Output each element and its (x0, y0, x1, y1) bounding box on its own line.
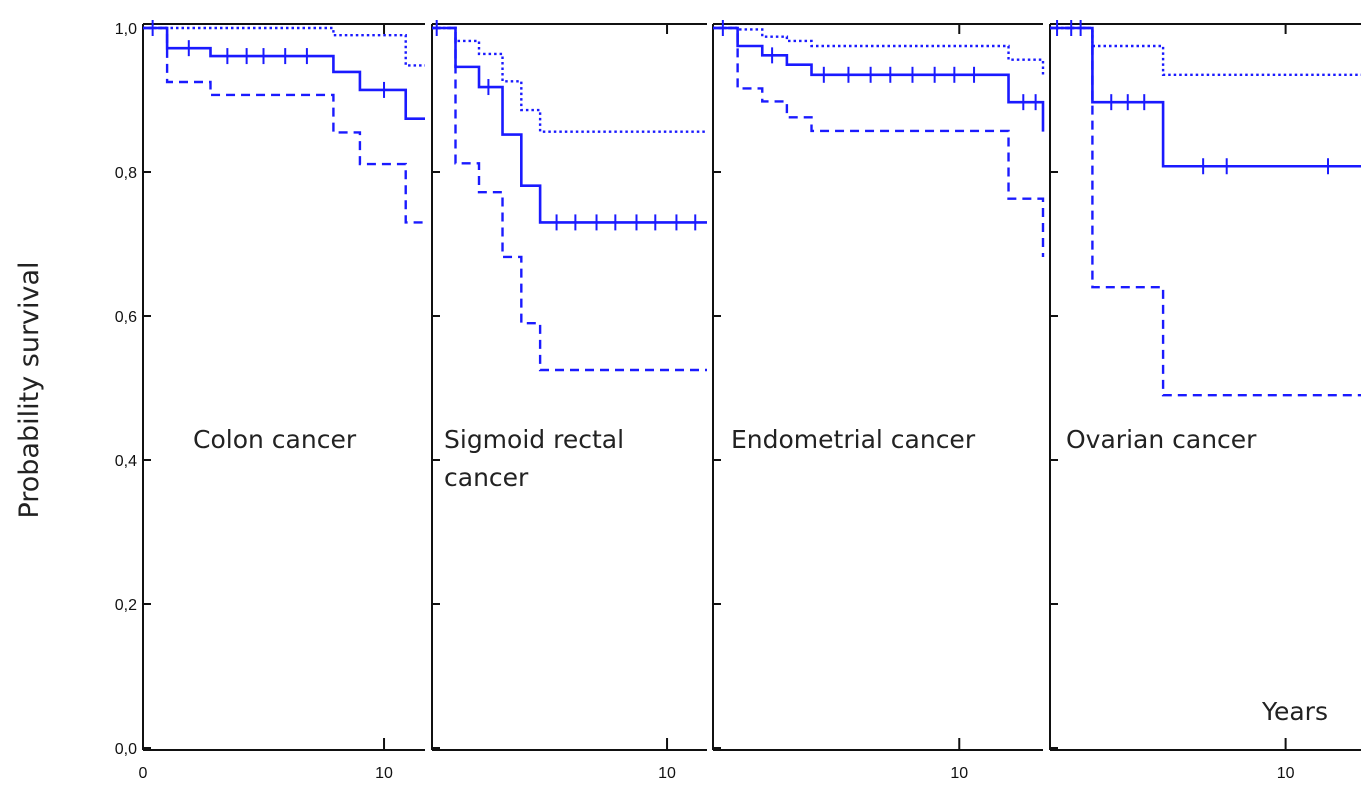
series-dashed-line (143, 26, 425, 224)
series-dotted-line (432, 26, 707, 133)
x-tick-label: 10 (658, 765, 676, 782)
panel-sigmoid-rectal-cancer: 10 Sigmoid rectal cancer (431, 20, 707, 782)
x-tick-label: 10 (1277, 765, 1295, 782)
panel-label: cancer (444, 463, 529, 492)
y-tick-label: 1,0 (115, 21, 137, 38)
series-dotted-line (713, 26, 1045, 75)
panel-ovarian-cancer: 10 Ovarian cancer (1049, 20, 1361, 782)
series-dashed-line (432, 26, 707, 372)
panel-label: Sigmoid rectal (444, 425, 624, 454)
x-tick-label: 10 (375, 765, 393, 782)
series-solid-line (1050, 26, 1361, 168)
series-dashed-line (713, 26, 1045, 257)
x-tick-label: 10 (950, 765, 968, 782)
y-tick-label: 0,8 (115, 165, 137, 182)
panel-label: Ovarian cancer (1066, 425, 1257, 454)
y-tick-label: 0,6 (115, 309, 137, 326)
panels-group: 0 10 Colon cancer 10 Sigmoid rectal cancer 10 E… (139, 20, 1361, 782)
y-axis-title: Probability survival (14, 261, 45, 518)
series-solid-line (713, 26, 1045, 132)
y-tick-label: 0,2 (115, 597, 137, 614)
series-solid-line (432, 26, 707, 224)
series-dotted-line (143, 26, 425, 67)
x-tick-label: 0 (139, 765, 148, 782)
y-tick-label: 0,0 (115, 741, 137, 758)
panel-label: Endometrial cancer (731, 425, 976, 454)
series-dotted-line (1050, 26, 1361, 76)
series-dashed-line (1050, 26, 1361, 397)
series-solid-line (143, 26, 425, 121)
panel-label: Colon cancer (193, 425, 357, 454)
x-axis-title: Years (1261, 697, 1328, 726)
panel-endometrial-cancer: 10 Endometrial cancer (712, 20, 1045, 782)
y-tick-label: 0,4 (115, 453, 137, 470)
panel-colon-cancer: 0 10 Colon cancer (139, 20, 425, 782)
